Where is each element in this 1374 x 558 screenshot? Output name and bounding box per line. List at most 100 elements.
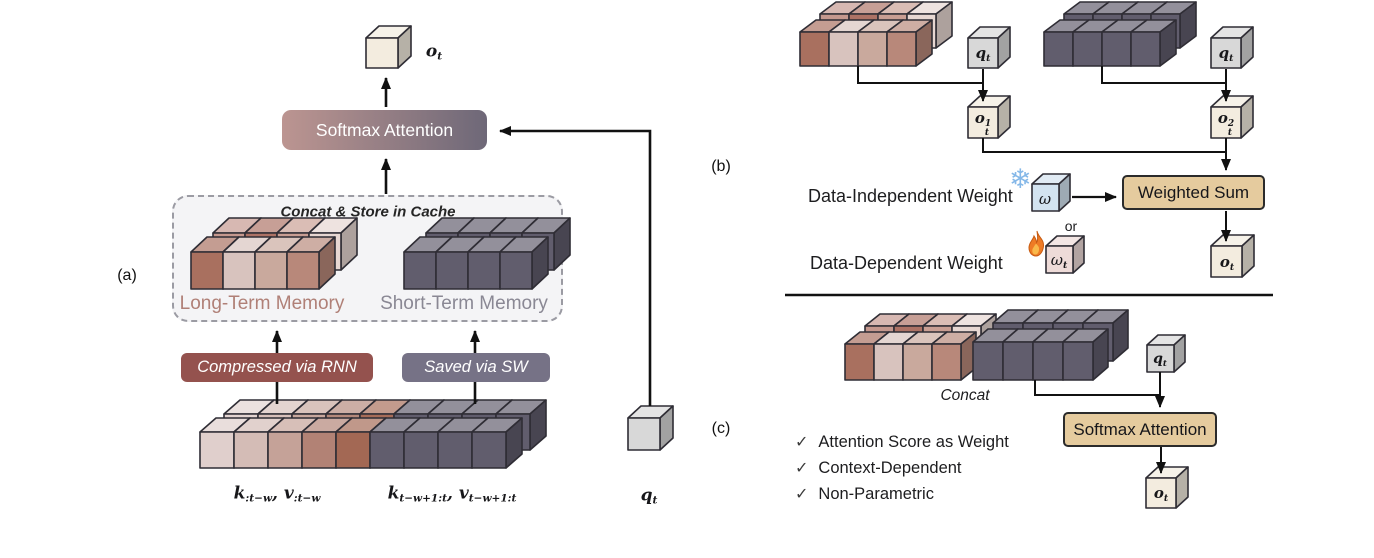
kv-sequence-stack-front-cube — [471, 417, 523, 469]
cache-box-title: Concat & Store in Cache — [280, 203, 456, 221]
math-base: o — [974, 109, 985, 128]
short-term-stack-b-front-cube — [1101, 19, 1148, 67]
kv-sequence-stack-front-cube — [301, 417, 353, 469]
checkmark-icon: ✓ — [795, 434, 809, 451]
math-base: ω — [1050, 251, 1063, 270]
short-term-stack-c-front-cube — [1032, 328, 1079, 381]
math-sub: t−w+1:t — [399, 492, 448, 505]
output-cube-a — [365, 25, 412, 69]
short-term-stack-c-back-cube — [1082, 309, 1129, 362]
math-base: o — [1153, 484, 1164, 503]
math-sub: t — [652, 494, 658, 507]
math-sub: t — [986, 52, 991, 64]
checklist-item-text: Attention Score as Weight — [818, 433, 1009, 451]
long-term-stack-b-front-cube — [828, 19, 875, 67]
short-term-stack-c-front-cube — [972, 328, 1019, 381]
data-dependent-weight-label: Data-Dependent Weight — [810, 253, 1003, 273]
math-base: v — [458, 483, 469, 504]
long-term-stack-c — [844, 313, 997, 381]
math-base: q — [1218, 44, 1230, 63]
kv-sequence-stack-back-cube — [495, 399, 547, 451]
kv-sequence-stack-back-cube — [291, 399, 343, 451]
math-base: ω — [1038, 190, 1052, 208]
math-sub: t — [1229, 52, 1234, 64]
checkmark-icon: ✓ — [795, 486, 809, 503]
math-sep: , — [447, 483, 459, 504]
math-sub: :t−w — [293, 492, 321, 505]
math-sub: :t−w — [245, 492, 273, 505]
line-o1-join — [982, 138, 1226, 153]
long-term-stack-b-back-cube — [848, 1, 895, 49]
kv-sequence-stack-front-cube — [233, 417, 285, 469]
checklist: ✓ Attention Score as Weight ✓ Context-De… — [795, 432, 1009, 504]
kv-sequence-stack-back-cube — [427, 399, 479, 451]
query2-cube-label: qt — [1219, 44, 1234, 64]
checklist-item-text: Non-Parametric — [818, 485, 934, 503]
kv-left-label: k:t−w, v:t−w — [234, 483, 321, 504]
checklist-item: ✓ Non-Parametric — [795, 484, 1009, 504]
math-sub: t — [1062, 259, 1068, 271]
query-cube-label-a: qt — [641, 485, 658, 506]
kv-sequence-stack-front-cube — [403, 417, 455, 469]
short-term-stack-c-back-cube — [992, 309, 1039, 362]
long-term-memory-label: Long-Term Memory — [179, 293, 345, 314]
snowflake-icon: ❄ — [1009, 164, 1032, 194]
math-sub: t — [437, 50, 443, 63]
short-term-stack-b-back-cube — [1121, 1, 1168, 49]
line-concat-to-softmax-c — [1034, 380, 1160, 396]
math-base: k — [387, 483, 400, 504]
omega-t-cube-label: ωt — [1051, 251, 1068, 271]
long-term-stack-c-front-cube — [931, 331, 977, 381]
short-term-stack-b-back-cube — [1092, 1, 1139, 49]
math-base: q — [640, 485, 653, 506]
short-term-stack-c-back-cube — [1052, 309, 1099, 362]
kv-sequence-stack-front-cube — [437, 417, 489, 469]
short-term-stack-b — [1043, 1, 1197, 67]
long-term-stack-b-front-cube — [857, 19, 904, 67]
kv-sequence-stack-back-cube — [325, 399, 377, 451]
output-cube-label-a: ot — [426, 41, 442, 62]
math-base: o — [1219, 253, 1230, 272]
short-term-stack-c-back-cube — [1022, 309, 1069, 362]
saved-via-sw-banner: Saved via SW — [402, 353, 550, 382]
math-base: k — [233, 483, 246, 504]
softmax-attention-label-a: Softmax Attention — [315, 119, 454, 140]
omega-cube-label: ω — [1039, 190, 1051, 208]
query-cube-label-c: qt — [1153, 351, 1167, 369]
math-sub: t — [1162, 358, 1167, 369]
or-label: or — [1064, 218, 1078, 234]
kv-sequence-stack-front-cube — [267, 417, 319, 469]
short-term-stack-b-back-cube — [1150, 1, 1197, 49]
data-independent-weight-label: Data-Independent Weight — [808, 186, 1013, 206]
short-term-stack-c — [972, 309, 1129, 381]
weighted-sum-box: Weighted Sum — [1122, 175, 1265, 210]
long-term-stack-b-back-cube — [877, 1, 924, 49]
checklist-item: ✓ Context-Dependent — [795, 458, 1009, 478]
short-term-stack-b-back-cube — [1063, 1, 1110, 49]
query-cube-a — [627, 405, 674, 451]
softmax-attention-box-a: Softmax Attention — [282, 110, 487, 150]
softmax-attention-label-c: Softmax Attention — [1073, 419, 1207, 439]
math-sub: t−w+1:t — [468, 492, 517, 505]
long-term-stack-b-front-cube — [886, 19, 933, 67]
banner-rnn-label: Compressed via RNN — [197, 358, 357, 376]
math-base: q — [1153, 351, 1163, 368]
compressed-via-rnn-banner: Compressed via RNN — [181, 353, 373, 382]
checklist-item-text: Context-Dependent — [818, 459, 962, 477]
panel-c-label: (c) — [711, 420, 731, 437]
kv-sequence-stack-front-cube — [369, 417, 421, 469]
output-cube-label-b: ot — [1220, 253, 1234, 273]
long-term-stack-b-back-cube — [906, 1, 953, 49]
short-term-stack-c-front-cube — [1002, 328, 1049, 381]
kv-sequence-stack-back-cube — [257, 399, 309, 451]
kv-right-label: kt−w+1:t, vt−w+1:t — [388, 483, 517, 504]
kv-sequence-stack-front-cube — [199, 417, 251, 469]
kv-sequence-stack-back-cube — [461, 399, 513, 451]
short-term-stack-b-front-cube — [1072, 19, 1119, 67]
panel-a-label: (a) — [117, 267, 137, 284]
flame-icon — [1028, 230, 1045, 257]
checkmark-icon: ✓ — [795, 460, 809, 477]
